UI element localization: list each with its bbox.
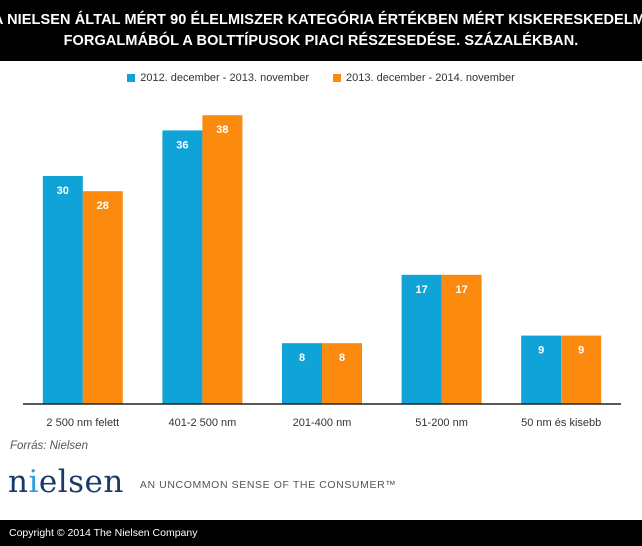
brand-tagline: AN UNCOMMON SENSE OF THE CONSUMER™	[139, 479, 397, 491]
data-label-series-2-2: 38	[216, 124, 228, 136]
x-tick-label-2: 401-2 500 nm	[168, 417, 236, 429]
bar-series-2-1	[82, 191, 123, 404]
copyright-text: Copyright © 2014 The Nielsen Company	[9, 527, 198, 539]
bar-series-1-2	[162, 130, 203, 404]
data-label-series-1-2: 36	[176, 139, 188, 151]
legend-item-series-1: 2012. december - 2013. november	[127, 72, 309, 84]
data-label-series-1-4: 17	[415, 284, 427, 296]
bar-series-1-5	[521, 335, 562, 404]
legend-label-series-1: 2012. december - 2013. november	[140, 72, 309, 84]
chart-title-line-1: A NIELSEN ÁLTAL MÉRT 90 ÉLELMISZER KATEG…	[0, 11, 642, 28]
bar-series-2-3	[322, 343, 362, 404]
legend-swatch-series-2	[333, 74, 341, 82]
footer: Copyright © 2014 The Nielsen Company	[0, 520, 642, 546]
data-label-series-2-1: 28	[97, 200, 109, 212]
legend-item-series-2: 2013. december - 2014. november	[333, 72, 515, 84]
x-tick-label-5: 50 nm és kisebb	[521, 417, 601, 429]
x-tick-label-4: 51-200 nm	[415, 417, 468, 429]
bar-series-1-4	[401, 274, 442, 404]
data-label-series-1-1: 30	[57, 185, 69, 197]
legend-label-series-2: 2013. december - 2014. november	[346, 72, 515, 84]
data-label-series-2-5: 9	[578, 345, 584, 357]
bar-series-2-4	[441, 274, 482, 404]
brand-bar: nielsen AN UNCOMMON SENSE OF THE CONSUME…	[8, 462, 396, 502]
x-tick-label-3: 201-400 nm	[293, 417, 352, 429]
source-note: Forrás: Nielsen	[10, 440, 88, 452]
nielsen-logo: nielsen	[8, 464, 124, 500]
bar-series-2-5	[561, 335, 602, 404]
bar-chart: 30 28 2 500 nm felett 36 38 401-2 500 nm 8 8 201…	[23, 115, 621, 429]
data-label-series-1-3: 8	[299, 352, 305, 364]
bar-series-1-1	[42, 176, 83, 404]
legend-swatch-series-1	[127, 74, 136, 82]
data-label-series-2-4: 17	[455, 284, 467, 296]
bar-series-2-2	[202, 115, 243, 404]
legend: 2012. december - 2013. november 2013. de…	[0, 71, 642, 85]
bar-series-1-3	[282, 343, 322, 404]
chart-title-line-2: FORGALMÁBÓL A BOLTTÍPUSOK PIACI RÉSZESED…	[63, 32, 579, 49]
data-label-series-2-3: 8	[339, 352, 345, 364]
x-tick-label-1: 2 500 nm felett	[46, 417, 119, 429]
chart-title: A NIELSEN ÁLTAL MÉRT 90 ÉLELMISZER KATEG…	[0, 0, 642, 61]
data-label-series-1-5: 9	[538, 345, 544, 357]
